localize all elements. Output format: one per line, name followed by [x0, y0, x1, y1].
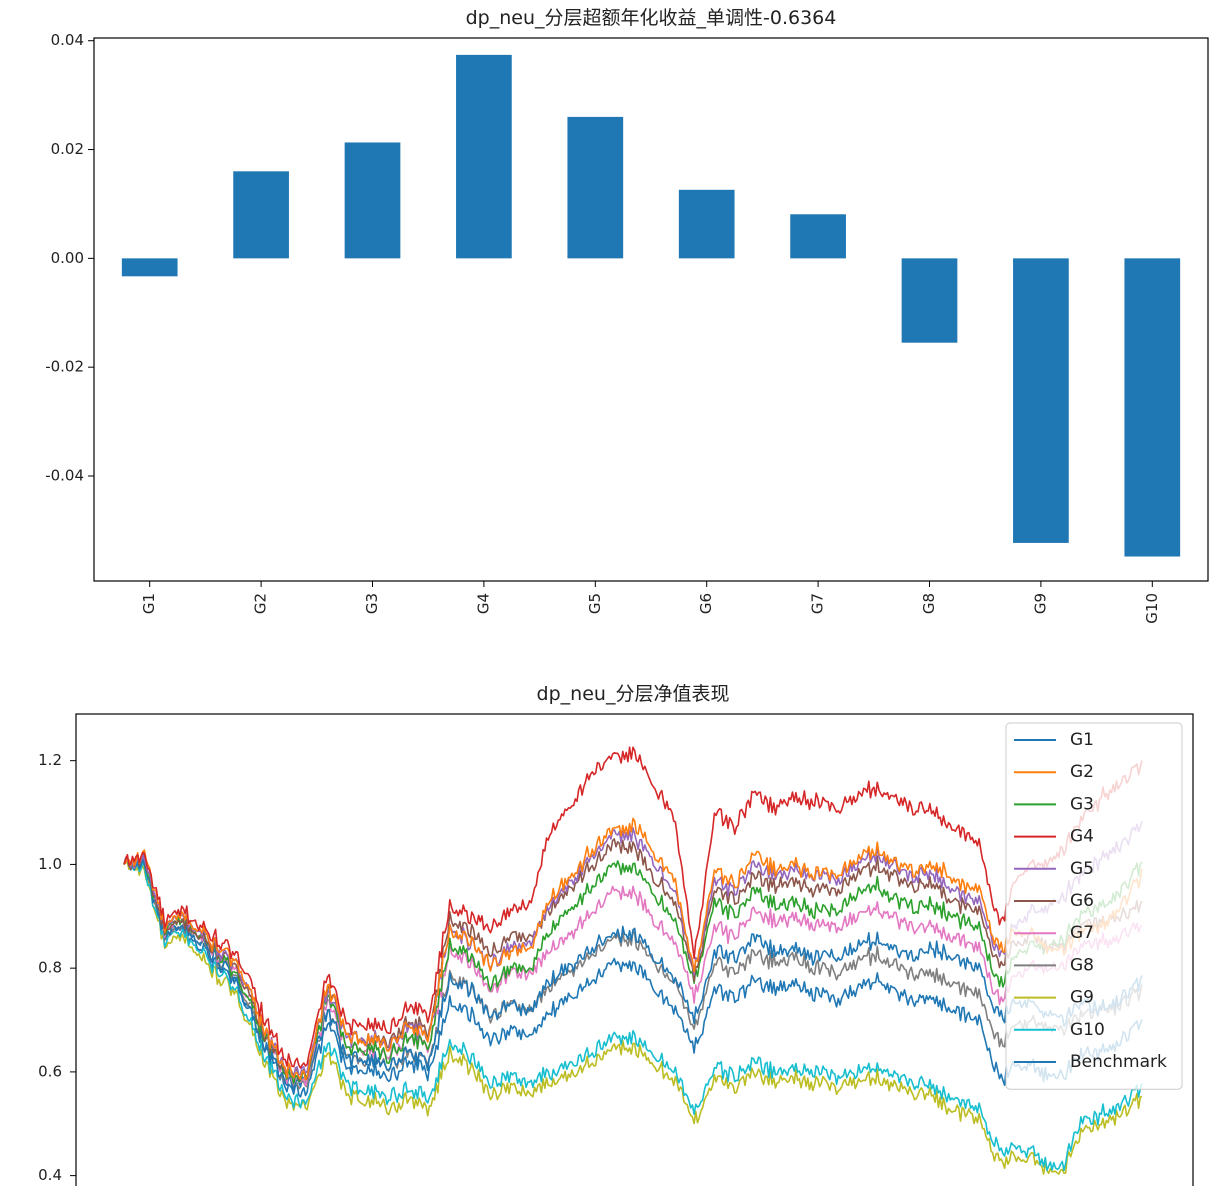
legend-label: G9 [1070, 988, 1094, 1008]
y-tick-label: 0.04 [51, 31, 84, 49]
line-chart: dp_neu_分层净值表现 0.4 0.6 0.8 1.0 1.2 G1 G2 G3 G4 G5… [38, 683, 1194, 1186]
legend-label: G4 [1070, 827, 1094, 847]
line-G10 [123, 859, 1143, 1172]
bar-G1 [121, 258, 178, 277]
x-tick-label: G1 [140, 593, 158, 614]
x-tick-label: G4 [474, 593, 492, 614]
bar-series [121, 54, 1181, 557]
bar-G10 [1124, 258, 1181, 557]
line-axes-frame [75, 713, 1194, 1186]
y-tick-label: 0.6 [38, 1062, 62, 1080]
x-tick-label: G6 [697, 593, 715, 614]
y-tick-label: 1.0 [38, 855, 62, 873]
bar-x-axis: G1 G2 G3 G4 G5 G6 G7 G8 G9 G10 [140, 581, 1161, 624]
bar-chart: dp_neu_分层超额年化收益_单调性-0.6364 -0.04 -0.02 0.0… [45, 7, 1209, 624]
line-chart-title: dp_neu_分层净值表现 [537, 683, 730, 705]
y-tick-label: 0.8 [38, 959, 62, 977]
legend-label: G10 [1070, 1020, 1105, 1040]
legend-label: G7 [1070, 923, 1094, 943]
bar-G5 [567, 116, 624, 259]
line-legend: G1 G2 G3 G4 G5 G6 G7 G8 G9 G10 Benchmark [1005, 722, 1183, 1090]
legend-label: G8 [1070, 955, 1094, 975]
x-tick-label: G7 [809, 593, 827, 614]
line-G4 [123, 746, 1143, 1069]
bar-y-axis: -0.04 -0.02 0.00 0.02 0.04 [45, 31, 94, 484]
bar-G9 [1013, 258, 1069, 543]
y-tick-label: 0.02 [51, 140, 84, 158]
x-tick-label: G5 [586, 593, 604, 614]
legend-label: G6 [1070, 891, 1094, 911]
line-series-group [123, 746, 1143, 1175]
line-G3 [123, 852, 1143, 1085]
legend-label: G5 [1070, 859, 1094, 879]
legend-label: G1 [1070, 730, 1094, 750]
x-tick-label: G8 [920, 593, 938, 614]
x-tick-label: G3 [363, 593, 381, 614]
x-tick-label: G9 [1031, 593, 1049, 614]
y-tick-label: 1.2 [38, 751, 62, 769]
legend-label: Benchmark [1070, 1052, 1167, 1072]
line-Benchmark [123, 856, 1143, 1098]
line-G2 [123, 817, 1143, 1081]
bar-chart-title: dp_neu_分层超额年化收益_单调性-0.6364 [466, 7, 837, 29]
line-G1 [123, 856, 1143, 1091]
bar-G8 [901, 258, 958, 343]
y-tick-label: 0.4 [38, 1166, 62, 1184]
bar-G6 [678, 189, 735, 259]
bar-axes-frame [93, 37, 1209, 582]
line-G7 [123, 854, 1143, 1087]
x-tick-label: G2 [252, 593, 270, 614]
bar-G7 [790, 214, 846, 259]
bar-G4 [456, 54, 512, 259]
bar-G3 [344, 142, 401, 259]
line-G9 [123, 859, 1143, 1175]
legend-label: G2 [1070, 762, 1094, 782]
y-tick-label: -0.02 [45, 358, 84, 376]
y-tick-label: -0.04 [45, 466, 84, 484]
x-tick-label: G10 [1143, 593, 1161, 624]
bar-G2 [233, 171, 289, 259]
y-tick-label: 0.00 [51, 249, 84, 267]
line-y-axis: 0.4 0.6 0.8 1.0 1.2 [38, 751, 76, 1184]
legend-label: G3 [1070, 794, 1094, 814]
